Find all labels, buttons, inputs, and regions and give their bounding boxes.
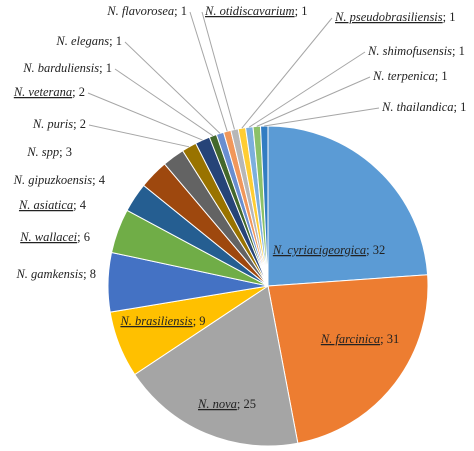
value-label: 3 [66, 145, 72, 159]
category-name: N. cyriacigeorgica [272, 243, 366, 257]
value-label: 25 [244, 397, 257, 411]
slice-label: N. wallacei; 6 [19, 230, 90, 244]
label-separator: ; [73, 117, 80, 131]
category-name: N. gipuzkoensis [13, 173, 93, 187]
value-label: 1 [181, 4, 187, 18]
slice-label: N. elegans; 1 [55, 34, 122, 48]
leader-line [264, 107, 380, 127]
pie-slice [267, 125, 429, 287]
leader-line [189, 11, 228, 132]
category-name: N. veterana [13, 85, 72, 99]
category-name: N. farcinica [320, 332, 380, 346]
category-name: N. asiatica [18, 198, 73, 212]
label-separator: ; [92, 173, 99, 187]
value-label: 31 [387, 332, 400, 346]
slice-label: N. thailandica; 1 [381, 100, 466, 114]
value-label: 4 [80, 198, 87, 212]
slice-label: N. gipuzkoensis; 4 [13, 173, 106, 187]
value-label: 1 [106, 61, 112, 75]
category-name: N. flavorosea [106, 4, 174, 18]
slice-label: N. nova; 25 [197, 397, 256, 411]
value-label: 32 [373, 243, 386, 257]
leader-line [256, 76, 371, 127]
slice-label: N. flavorosea; 1 [106, 4, 187, 18]
leader-line [201, 11, 235, 130]
pie-slice [267, 274, 429, 444]
value-label: 2 [80, 117, 86, 131]
category-name: N. spp [26, 145, 59, 159]
label-separator: ; [59, 145, 66, 159]
category-name: N. shimofusensis [367, 44, 452, 58]
label-separator: ; [83, 267, 90, 281]
slice-label: N. pseudobrasiliensis; 1 [334, 10, 456, 24]
leader-line [87, 92, 203, 141]
slices [107, 125, 429, 447]
value-label: 2 [79, 85, 85, 99]
slice-label: N. asiatica; 4 [18, 198, 87, 212]
value-label: 1 [116, 34, 122, 48]
category-name: N. terpenica [372, 69, 435, 83]
category-name: N. brasiliensis [119, 314, 192, 328]
slice-label: N. otidiscavarium; 1 [204, 4, 307, 18]
value-label: 1 [301, 4, 307, 18]
label-separator: ; [454, 100, 461, 114]
leader-line [249, 51, 366, 128]
category-name: N. elegans [55, 34, 109, 48]
category-name: N. pseudobrasiliensis [334, 10, 443, 24]
label-separator: ; [295, 4, 302, 18]
pie-slice [259, 125, 269, 287]
slice-label: N. spp; 3 [26, 145, 72, 159]
category-name: N. puris [32, 117, 73, 131]
category-name: N. otidiscavarium [204, 4, 295, 18]
category-name: N. gamkensis [15, 267, 83, 281]
value-label: 1 [459, 44, 465, 58]
label-separator: ; [72, 85, 79, 99]
category-name: N. thailandica [381, 100, 454, 114]
label-separator: ; [174, 4, 181, 18]
leader-line [241, 17, 333, 129]
slice-label: N. barduliensis; 1 [22, 61, 112, 75]
pie-slice [134, 285, 299, 447]
slice-label: N. farcinica; 31 [320, 332, 399, 346]
label-separator: ; [443, 10, 450, 24]
slice-label: N. gamkensis; 8 [15, 267, 96, 281]
label-separator: ; [77, 230, 84, 244]
value-label: 1 [460, 100, 466, 114]
slice-label: N. brasiliensis; 9 [119, 314, 205, 328]
value-label: 1 [449, 10, 455, 24]
category-name: N. wallacei [19, 230, 77, 244]
value-label: 1 [441, 69, 447, 83]
leader-line [114, 68, 214, 137]
value-label: 8 [90, 267, 96, 281]
label-separator: ; [452, 44, 459, 58]
category-name: N. nova [197, 397, 237, 411]
label-separator: ; [109, 34, 116, 48]
slice-label: N. puris; 2 [32, 117, 86, 131]
label-separator: ; [237, 397, 244, 411]
label-separator: ; [99, 61, 106, 75]
slice-label: N. shimofusensis; 1 [367, 44, 465, 58]
slice-label: N. terpenica; 1 [372, 69, 448, 83]
labels: N. cyriacigeorgica; 32N. farcinica; 31N.… [13, 4, 467, 411]
label-separator: ; [193, 314, 200, 328]
leader-line [124, 41, 221, 134]
value-label: 4 [99, 173, 106, 187]
category-name: N. barduliensis [22, 61, 99, 75]
leader-line [88, 124, 190, 148]
slice-label: N. veterana; 2 [13, 85, 85, 99]
label-separator: ; [380, 332, 387, 346]
label-separator: ; [435, 69, 442, 83]
slice-label: N. cyriacigeorgica; 32 [272, 243, 385, 257]
label-separator: ; [366, 243, 373, 257]
label-separator: ; [73, 198, 80, 212]
value-label: 6 [84, 230, 90, 244]
value-label: 9 [199, 314, 205, 328]
